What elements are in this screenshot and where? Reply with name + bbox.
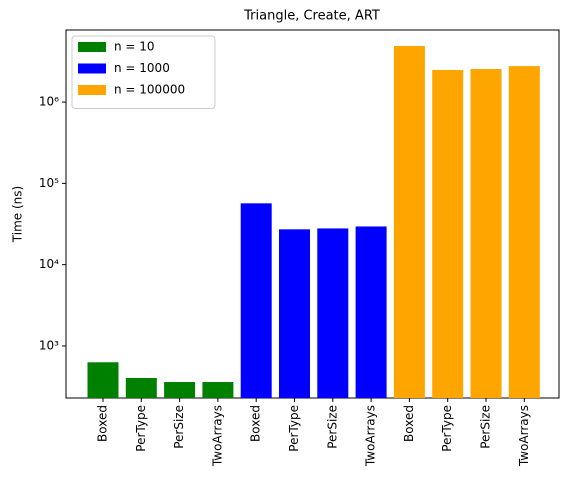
y-axis-label: Time (ns) [11,186,25,243]
legend-swatch [78,63,106,74]
legend-label: n = 1000 [114,61,170,75]
legend-swatch [78,85,106,95]
x-tick-label: Boxed [402,405,416,442]
legend-box [71,35,216,109]
bar [355,226,387,398]
bar [279,229,310,398]
y-tick-label: 10⁵ [39,176,59,190]
y-tick-label: 10⁴ [39,257,59,271]
x-tick-label: PerType [134,405,148,452]
bar [125,377,157,398]
bar [317,228,349,398]
x-tick-label: PerType [287,405,301,452]
chart-title: Triangle, Create, ART [243,9,380,24]
bar [470,69,502,399]
x-tick-label: Boxed [249,405,263,442]
x-tick-label: PerSize [325,405,339,449]
bar [202,382,234,398]
x-tick-label: TwoArrays [517,405,531,467]
bar [432,70,464,398]
bar [87,362,119,398]
x-tick-label: PerSize [172,405,186,449]
x-tick-label: PerType [440,405,454,452]
bar [393,46,425,398]
legend-swatch [78,42,106,52]
legend-label: n = 100000 [114,83,185,97]
y-tick-label: 10³ [39,338,59,352]
x-tick-label: PerSize [479,405,493,449]
y-tick-label: 10⁶ [39,95,59,109]
plot-frame [65,29,560,399]
x-tick-label: TwoArrays [364,405,378,467]
bar [164,382,196,398]
x-tick-label: Boxed [96,405,110,442]
legend-label: n = 10 [114,40,155,54]
bar [240,203,272,398]
x-tick-label: TwoArrays [210,405,224,467]
bar [508,66,540,399]
